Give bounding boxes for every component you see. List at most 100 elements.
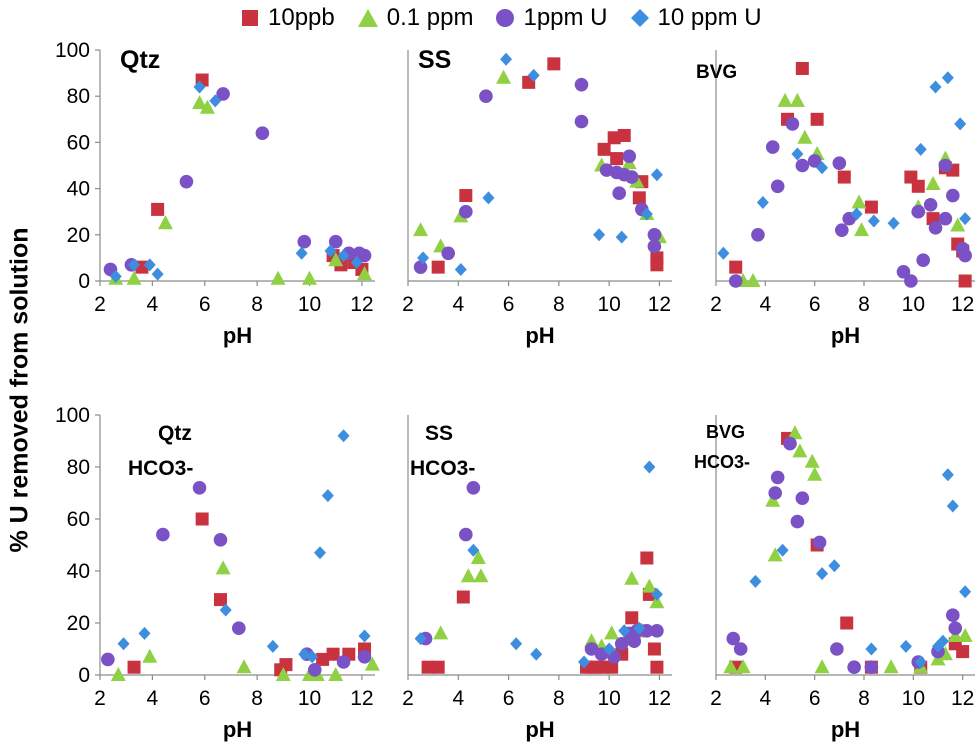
point-10ppm [321, 489, 334, 503]
point-0-1ppm [792, 443, 808, 458]
panel-label: BVG [696, 62, 737, 83]
x-tick-label: 4 [452, 687, 464, 710]
point-1ppm [459, 204, 473, 219]
point-10ppb [810, 112, 824, 126]
point-1ppm [728, 274, 743, 288]
point-0-1ppm [473, 568, 489, 583]
point-10ppm [219, 603, 232, 617]
panel-label-line2: HCO3- [128, 457, 193, 480]
point-0-1ppm [413, 222, 429, 237]
point-1ppm [466, 481, 481, 495]
panel-label-line2: HCO3- [410, 457, 475, 480]
point-0-1ppm [765, 492, 781, 507]
point-10ppm [358, 629, 371, 643]
point-0-1ppm [930, 651, 946, 666]
point-10ppb [316, 652, 330, 666]
point-1ppm [790, 514, 805, 529]
x-axis-label: pH [525, 323, 554, 348]
point-1ppm [751, 228, 765, 242]
point-0-1ppm [851, 194, 867, 209]
point-0-1ppm [767, 547, 783, 562]
x-tick-label: 2 [710, 293, 722, 316]
point-10ppm [615, 230, 628, 244]
point-1ppm [733, 642, 748, 656]
point-10ppm [618, 624, 631, 638]
point-0-1ppm [950, 217, 966, 232]
point-1ppm [297, 234, 312, 249]
point-1ppm [770, 179, 785, 194]
y-tick-label: 40 [67, 178, 90, 201]
point-10ppm [959, 585, 972, 599]
panel-label-line1: Qtz [158, 422, 192, 445]
x-tick-label: 4 [759, 293, 771, 316]
point-1ppm [357, 650, 372, 664]
point-10ppb [127, 660, 141, 674]
point-10ppb [610, 152, 624, 166]
point-0-1ppm [883, 659, 899, 674]
point-1ppm [614, 637, 629, 651]
point-10ppm [850, 207, 863, 221]
point-1ppm [785, 117, 800, 131]
point-10ppm [816, 567, 829, 581]
x-tick-label: 8 [251, 687, 263, 710]
point-0-1ppm [328, 252, 344, 267]
point-1ppm [946, 188, 960, 203]
point-10ppb [213, 593, 227, 607]
point-10ppm [914, 142, 927, 156]
point-1ppm [255, 126, 270, 140]
point-1ppm [832, 156, 847, 170]
point-0-1ppm [925, 175, 941, 190]
point-10ppm [867, 214, 880, 228]
point-10ppm [138, 626, 151, 640]
point-0-1ppm [735, 659, 751, 674]
point-0-1ppm [745, 273, 761, 287]
point-1ppm [584, 642, 599, 656]
y-tick-label: 60 [67, 131, 90, 154]
legend-item-10ppb[interactable]: 10ppb [240, 4, 335, 32]
point-1ppm [413, 260, 428, 274]
point-10ppm [128, 258, 141, 272]
point-10ppb [597, 142, 611, 156]
point-1ppm [911, 204, 926, 219]
point-10ppm [929, 80, 942, 94]
point-0-1ppm [275, 667, 291, 681]
x-tick-label: 10 [902, 687, 925, 710]
y-tick-label: 100 [55, 39, 90, 62]
point-1ppm [156, 527, 170, 542]
x-tick-label: 6 [503, 687, 515, 710]
point-1ppm [622, 149, 637, 164]
x-tick-label: 8 [553, 293, 565, 316]
point-0-1ppm [433, 625, 449, 640]
x-tick-label: 10 [298, 687, 321, 710]
point-0-1ppm [470, 550, 486, 564]
point-1ppm [958, 248, 972, 263]
point-10ppm [650, 168, 663, 182]
point-10ppm [350, 256, 363, 270]
point-10ppm [266, 639, 279, 653]
legend-label: 0.1 ppm [386, 4, 474, 31]
point-10ppm [295, 246, 308, 260]
point-10ppb [650, 251, 664, 265]
x-tick-label: 6 [199, 293, 211, 316]
point-10ppm [936, 634, 949, 648]
point-1ppm [101, 652, 115, 667]
point-1ppm [612, 186, 626, 201]
point-0-1ppm [142, 648, 158, 663]
point-0-1ppm [357, 266, 373, 281]
point-10ppm [941, 468, 954, 482]
point-10ppm [467, 543, 480, 557]
x-tick-label: 4 [147, 687, 159, 710]
legend-item-1ppm[interactable]: 1ppm U [495, 4, 608, 32]
y-tick-label: 80 [67, 456, 90, 479]
point-0-1ppm [723, 659, 739, 674]
point-10ppb [326, 647, 340, 661]
legend-item-10ppm[interactable]: 10 ppm U [630, 4, 762, 32]
panel-label-line1: BVG [706, 422, 745, 442]
point-10ppm [828, 559, 841, 573]
point-10ppb [864, 200, 878, 214]
legend-item-0-1ppm[interactable]: 0.1 ppm [357, 4, 474, 32]
x-tick-label: 10 [298, 293, 321, 316]
point-10ppb [911, 179, 925, 193]
point-10ppb [795, 61, 809, 75]
x-tick-label: 12 [648, 687, 671, 710]
